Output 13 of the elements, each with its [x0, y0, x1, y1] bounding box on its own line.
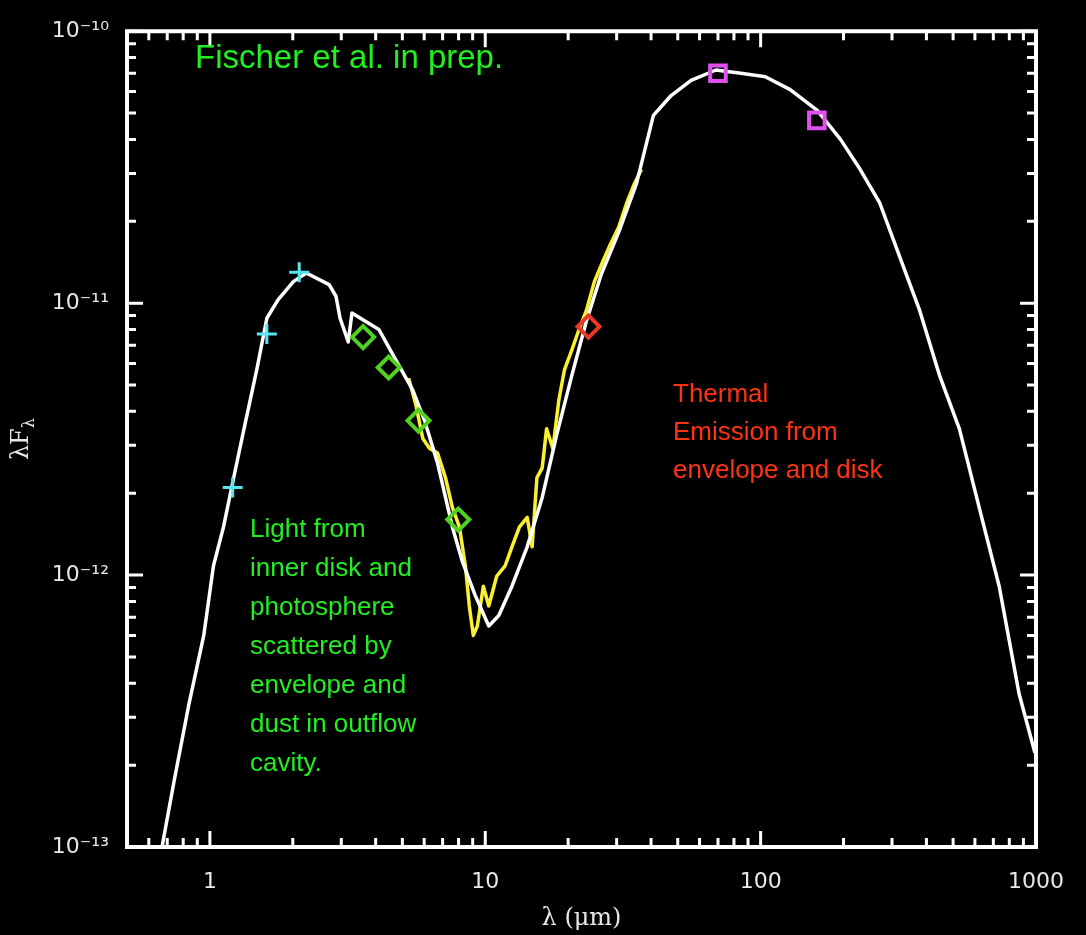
x-tick-label: 10 [471, 867, 500, 893]
x-axis-title: λ (μm) [541, 903, 622, 931]
x-tick-label: 1000 [1008, 867, 1065, 893]
y-tick-label: 10⁻¹² [51, 560, 109, 586]
y-axis-title: λFλ [6, 418, 38, 461]
annotation: Fischer et al. in prep. [195, 38, 504, 75]
annotation: Thermal Emission from envelope and disk [673, 378, 884, 484]
annotation: Light from inner disk and photosphere scattered by envelope and dust in outflow cavity. [250, 513, 417, 777]
y-tick-label: 10⁻¹³ [51, 832, 109, 858]
x-tick-label: 100 [739, 867, 782, 893]
y-tick-label: 10⁻¹¹ [51, 288, 109, 314]
y-tick-label: 10⁻¹⁰ [51, 16, 110, 42]
x-tick-label: 1 [202, 867, 217, 893]
